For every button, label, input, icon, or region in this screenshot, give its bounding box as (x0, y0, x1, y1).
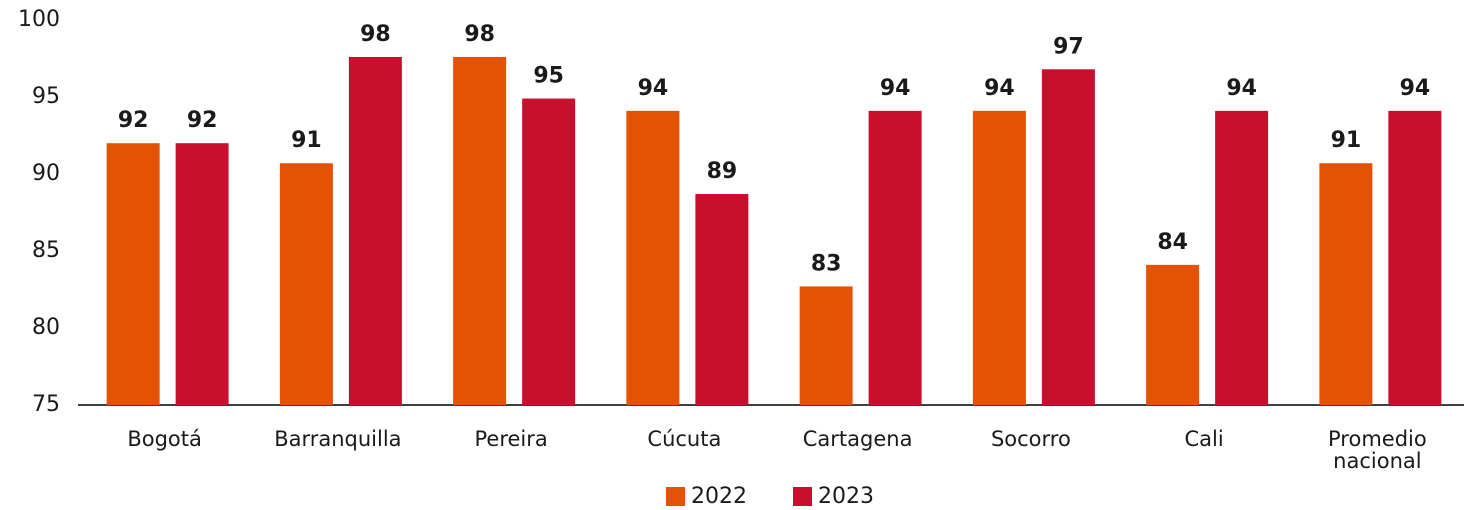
bar (695, 194, 749, 405)
x-tick-label: Bogotá (127, 427, 202, 451)
bar (279, 163, 333, 405)
y-tick-label: 100 (18, 7, 60, 32)
y-tick-label: 90 (32, 161, 60, 186)
x-tick-label: Cúcuta (647, 427, 722, 451)
x-tick-label: Socorro (990, 427, 1071, 451)
bar (1215, 110, 1269, 406)
bar (1319, 163, 1373, 405)
x-tick-label: Cali (1184, 427, 1224, 451)
x-tick-label: Barranquilla (274, 427, 402, 451)
y-tick-label: 85 (32, 238, 60, 263)
legend-label: 2023 (818, 484, 874, 509)
bar (175, 143, 229, 405)
bar (972, 110, 1026, 406)
legend-swatch (666, 487, 685, 506)
data-label: 83 (811, 251, 842, 276)
data-label: 91 (291, 128, 322, 153)
bar (626, 110, 680, 406)
bar (868, 110, 922, 406)
legend-label: 2022 (691, 484, 747, 509)
bar (106, 143, 160, 405)
x-tick-label: Cartagena (802, 427, 913, 451)
y-tick-label: 80 (32, 315, 60, 340)
bar (799, 286, 853, 405)
data-label: 94 (1226, 76, 1257, 101)
data-label: 97 (1053, 34, 1084, 59)
bar (522, 98, 576, 405)
data-label: 98 (464, 22, 495, 47)
y-tick-label: 75 (32, 392, 60, 417)
legend-swatch (793, 487, 812, 506)
x-tick-label: Promedio nacional (1328, 427, 1427, 473)
bar (453, 56, 507, 406)
bar (1041, 69, 1095, 405)
data-label: 84 (1157, 230, 1188, 255)
data-label: 94 (984, 76, 1015, 101)
x-tick-label: Pereira (474, 427, 548, 451)
bar (1146, 264, 1200, 405)
bar (348, 56, 402, 406)
data-label: 94 (1400, 76, 1431, 101)
data-label: 94 (880, 76, 911, 101)
y-tick-label: 95 (32, 84, 60, 109)
bar (1388, 110, 1442, 406)
data-label: 92 (118, 108, 149, 133)
data-label: 95 (533, 64, 564, 89)
data-label: 92 (187, 108, 218, 133)
data-label: 91 (1331, 128, 1362, 153)
data-label: 98 (360, 22, 391, 47)
data-label: 89 (707, 159, 738, 184)
data-label: 94 (638, 76, 669, 101)
